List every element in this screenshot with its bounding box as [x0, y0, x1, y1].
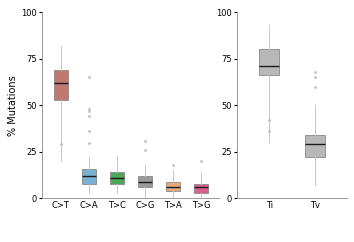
- PathPatch shape: [305, 135, 325, 158]
- PathPatch shape: [138, 176, 152, 187]
- PathPatch shape: [54, 70, 68, 100]
- PathPatch shape: [259, 49, 279, 76]
- PathPatch shape: [82, 169, 96, 183]
- PathPatch shape: [166, 182, 180, 191]
- PathPatch shape: [194, 183, 208, 193]
- Y-axis label: % Mutations: % Mutations: [8, 75, 18, 136]
- PathPatch shape: [110, 172, 124, 183]
